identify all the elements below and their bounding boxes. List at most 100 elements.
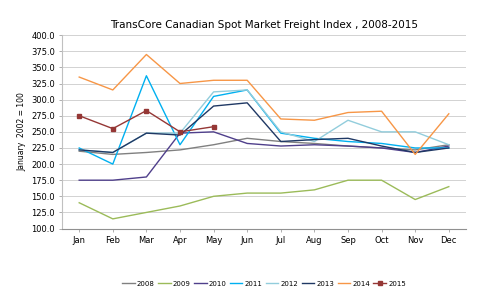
2012	[312, 140, 317, 143]
2013	[76, 148, 82, 152]
2010	[446, 144, 452, 148]
2014	[244, 79, 250, 82]
Line: 2010: 2010	[79, 132, 449, 180]
2012	[379, 130, 384, 134]
2011	[379, 142, 384, 145]
2012	[345, 118, 351, 122]
2008	[278, 140, 284, 143]
Line: 2009: 2009	[79, 180, 449, 219]
2014	[144, 53, 149, 56]
2009	[110, 217, 116, 221]
2010	[312, 143, 317, 146]
2010	[144, 175, 149, 179]
2008	[345, 144, 351, 148]
2010	[110, 178, 116, 182]
2009	[379, 178, 384, 182]
2009	[446, 185, 452, 188]
2008	[312, 142, 317, 145]
2011	[446, 146, 452, 150]
2014	[278, 117, 284, 121]
2013	[244, 101, 250, 105]
2013	[211, 104, 216, 108]
2011	[110, 162, 116, 166]
2012	[211, 90, 216, 94]
2012	[76, 148, 82, 152]
Line: 2011: 2011	[79, 76, 449, 164]
2011	[312, 137, 317, 140]
2009	[177, 204, 183, 208]
2012	[144, 131, 149, 135]
2014	[76, 75, 82, 79]
Y-axis label: January  2002 = 100: January 2002 = 100	[18, 92, 27, 171]
2013	[446, 146, 452, 150]
2015	[177, 130, 183, 134]
2009	[412, 198, 418, 201]
2010	[244, 142, 250, 145]
2010	[211, 130, 216, 134]
2014	[412, 153, 418, 156]
2009	[144, 211, 149, 214]
2010	[412, 151, 418, 154]
2013	[312, 138, 317, 141]
2008	[211, 143, 216, 146]
2014	[177, 82, 183, 85]
Line: 2008: 2008	[79, 138, 449, 154]
2012	[278, 130, 284, 134]
2015	[211, 125, 216, 128]
2011	[144, 74, 149, 78]
2014	[345, 111, 351, 114]
2008	[76, 149, 82, 153]
2011	[278, 131, 284, 135]
2013	[379, 144, 384, 148]
2013	[144, 131, 149, 135]
2009	[76, 201, 82, 205]
2014	[379, 110, 384, 113]
2008	[412, 148, 418, 152]
Line: 2012: 2012	[79, 90, 449, 152]
2009	[312, 188, 317, 192]
2015	[144, 109, 149, 112]
2010	[379, 146, 384, 150]
2013	[278, 140, 284, 143]
2014	[211, 79, 216, 82]
2013	[345, 137, 351, 140]
2009	[244, 191, 250, 195]
2011	[412, 146, 418, 150]
2010	[76, 178, 82, 182]
2013	[412, 151, 418, 154]
2014	[446, 112, 452, 115]
2012	[177, 131, 183, 135]
2008	[177, 148, 183, 152]
2011	[76, 146, 82, 150]
2013	[177, 133, 183, 137]
2015	[76, 114, 82, 117]
Line: 2015: 2015	[77, 108, 216, 134]
2013	[110, 151, 116, 154]
Line: 2013: 2013	[79, 103, 449, 152]
2014	[312, 118, 317, 122]
2010	[278, 144, 284, 148]
2012	[446, 143, 452, 146]
2009	[278, 191, 284, 195]
2014	[110, 88, 116, 92]
2008	[144, 151, 149, 154]
2010	[345, 144, 351, 148]
2010	[177, 131, 183, 135]
Title: TransCore Canadian Spot Market Freight Index , 2008-2015: TransCore Canadian Spot Market Freight I…	[110, 20, 418, 30]
2011	[345, 140, 351, 143]
Legend: 2008, 2009, 2010, 2011, 2012, 2013, 2014, 2015: 2008, 2009, 2010, 2011, 2012, 2013, 2014…	[122, 281, 406, 287]
Line: 2014: 2014	[79, 54, 449, 154]
2009	[345, 178, 351, 182]
2009	[211, 195, 216, 198]
2015	[110, 127, 116, 130]
2012	[244, 88, 250, 92]
2011	[211, 95, 216, 98]
2008	[244, 137, 250, 140]
2008	[446, 143, 452, 146]
2012	[110, 151, 116, 154]
2008	[379, 146, 384, 150]
2011	[177, 143, 183, 146]
2008	[110, 153, 116, 156]
2011	[244, 88, 250, 92]
2012	[412, 130, 418, 134]
